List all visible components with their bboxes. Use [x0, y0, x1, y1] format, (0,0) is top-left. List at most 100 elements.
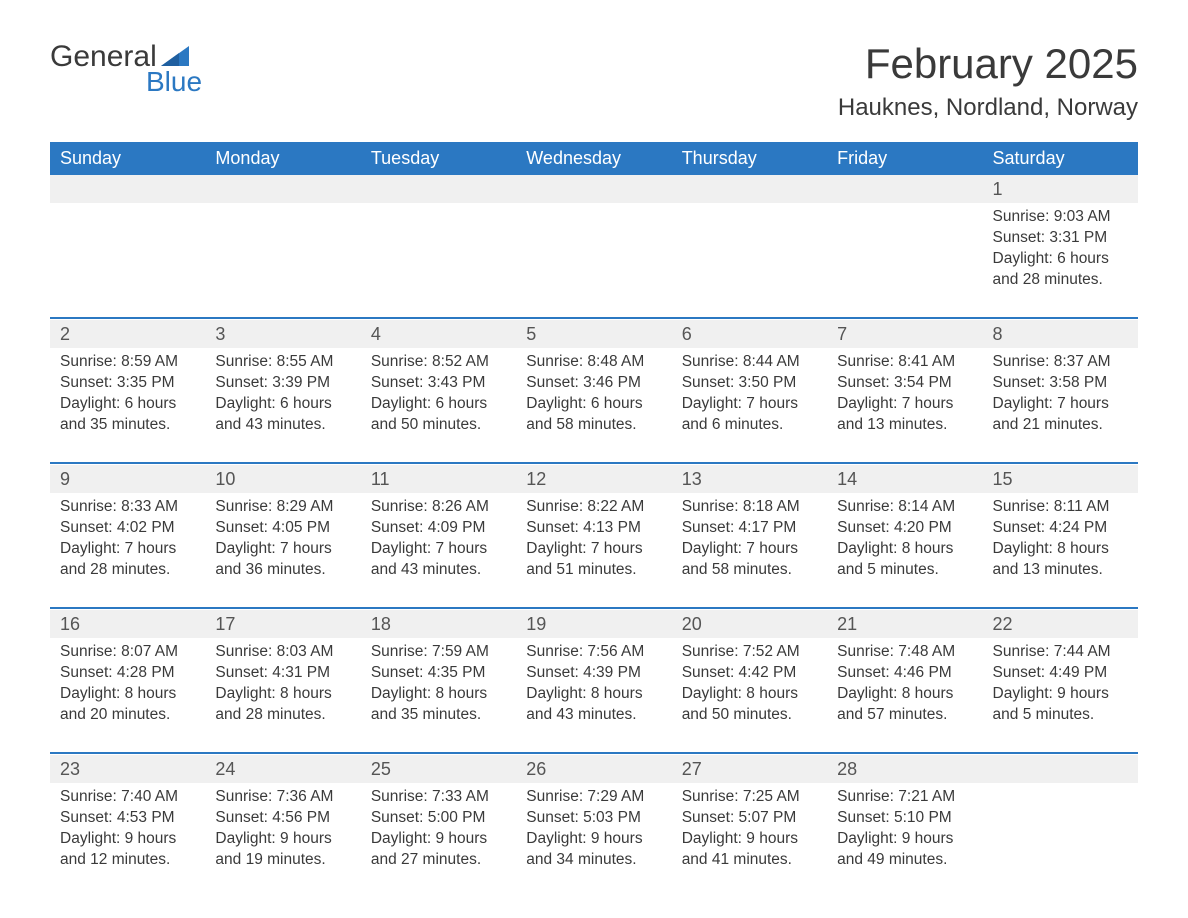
sunrise-line: Sunrise: 8:29 AM: [215, 497, 350, 518]
day-cell: Sunrise: 7:21 AMSunset: 5:10 PMDaylight:…: [827, 783, 982, 897]
sunrise-line: Sunrise: 7:59 AM: [371, 642, 506, 663]
day-cell: Sunrise: 7:33 AMSunset: 5:00 PMDaylight:…: [361, 783, 516, 897]
day-header: Sunday: [50, 142, 205, 175]
calendar-body: 1 Sunrise: 9:03 AMSunset: 3:31 PMDayligh…: [50, 175, 1138, 897]
day-number: 17: [205, 610, 360, 638]
day-number: 20: [672, 610, 827, 638]
sunrise-line: Sunrise: 8:33 AM: [60, 497, 195, 518]
sunrise-line: Sunrise: 8:11 AM: [993, 497, 1128, 518]
daylight-line: Daylight: 9 hours and 5 minutes.: [993, 684, 1128, 726]
sunset-line: Sunset: 4:35 PM: [371, 663, 506, 684]
day-cell: Sunrise: 7:36 AMSunset: 4:56 PMDaylight:…: [205, 783, 360, 897]
day-cell: Sunrise: 8:52 AMSunset: 3:43 PMDaylight:…: [361, 348, 516, 463]
day-number: 28: [827, 755, 982, 783]
day-detail-row: Sunrise: 8:33 AMSunset: 4:02 PMDaylight:…: [50, 493, 1138, 608]
sunset-line: Sunset: 3:39 PM: [215, 373, 350, 394]
day-number: 24: [205, 755, 360, 783]
day-number: 7: [827, 320, 982, 348]
sunset-line: Sunset: 3:46 PM: [526, 373, 661, 394]
day-header: Saturday: [983, 142, 1138, 175]
sunset-line: Sunset: 4:17 PM: [682, 518, 817, 539]
sunset-line: Sunset: 4:46 PM: [837, 663, 972, 684]
day-number: 13: [672, 465, 827, 493]
location: Hauknes, Nordland, Norway: [838, 94, 1138, 122]
day-cell: Sunrise: 7:52 AMSunset: 4:42 PMDaylight:…: [672, 638, 827, 753]
sunset-line: Sunset: 3:50 PM: [682, 373, 817, 394]
day-number-empty: [50, 175, 205, 203]
day-number: 14: [827, 465, 982, 493]
day-cell-empty: [827, 203, 982, 318]
sunrise-line: Sunrise: 8:07 AM: [60, 642, 195, 663]
sunrise-line: Sunrise: 7:33 AM: [371, 787, 506, 808]
day-header: Tuesday: [361, 142, 516, 175]
day-number: 5: [516, 320, 671, 348]
day-cell-empty: [361, 203, 516, 318]
day-cell: Sunrise: 8:22 AMSunset: 4:13 PMDaylight:…: [516, 493, 671, 608]
day-cell: Sunrise: 8:48 AMSunset: 3:46 PMDaylight:…: [516, 348, 671, 463]
daylight-line: Daylight: 9 hours and 27 minutes.: [371, 829, 506, 871]
day-number-empty: [205, 175, 360, 203]
daylight-line: Daylight: 7 hours and 21 minutes.: [993, 394, 1128, 436]
daylight-line: Daylight: 8 hours and 57 minutes.: [837, 684, 972, 726]
daylight-line: Daylight: 9 hours and 49 minutes.: [837, 829, 972, 871]
logo-flag-icon: [161, 46, 189, 66]
sunrise-line: Sunrise: 8:37 AM: [993, 352, 1128, 373]
day-cell: Sunrise: 8:11 AMSunset: 4:24 PMDaylight:…: [983, 493, 1138, 608]
daylight-line: Daylight: 6 hours and 50 minutes.: [371, 394, 506, 436]
sunset-line: Sunset: 5:03 PM: [526, 808, 661, 829]
day-cell: Sunrise: 8:33 AMSunset: 4:02 PMDaylight:…: [50, 493, 205, 608]
day-number-empty: [827, 175, 982, 203]
day-header: Friday: [827, 142, 982, 175]
daylight-line: Daylight: 8 hours and 28 minutes.: [215, 684, 350, 726]
daylight-line: Daylight: 6 hours and 28 minutes.: [993, 249, 1128, 291]
daylight-line: Daylight: 7 hours and 36 minutes.: [215, 539, 350, 581]
daylight-line: Daylight: 8 hours and 43 minutes.: [526, 684, 661, 726]
day-cell-empty: [50, 203, 205, 318]
day-cell: Sunrise: 7:40 AMSunset: 4:53 PMDaylight:…: [50, 783, 205, 897]
sunrise-line: Sunrise: 7:29 AM: [526, 787, 661, 808]
sunset-line: Sunset: 5:00 PM: [371, 808, 506, 829]
sunset-line: Sunset: 3:35 PM: [60, 373, 195, 394]
day-header: Thursday: [672, 142, 827, 175]
sunrise-line: Sunrise: 7:21 AM: [837, 787, 972, 808]
title-block: February 2025 Hauknes, Nordland, Norway: [838, 40, 1138, 122]
sunset-line: Sunset: 4:28 PM: [60, 663, 195, 684]
sunrise-line: Sunrise: 8:26 AM: [371, 497, 506, 518]
day-cell-empty: [672, 203, 827, 318]
day-detail-row: Sunrise: 7:40 AMSunset: 4:53 PMDaylight:…: [50, 783, 1138, 897]
daylight-line: Daylight: 6 hours and 58 minutes.: [526, 394, 661, 436]
day-cell: Sunrise: 8:44 AMSunset: 3:50 PMDaylight:…: [672, 348, 827, 463]
day-number: 16: [50, 610, 205, 638]
sunset-line: Sunset: 5:07 PM: [682, 808, 817, 829]
sunrise-line: Sunrise: 8:44 AM: [682, 352, 817, 373]
day-detail-row: Sunrise: 9:03 AMSunset: 3:31 PMDaylight:…: [50, 203, 1138, 318]
day-header: Monday: [205, 142, 360, 175]
sunset-line: Sunset: 5:10 PM: [837, 808, 972, 829]
sunrise-line: Sunrise: 8:14 AM: [837, 497, 972, 518]
sunrise-line: Sunrise: 9:03 AM: [993, 207, 1128, 228]
day-number-row: 232425262728: [50, 755, 1138, 783]
day-cell: Sunrise: 8:29 AMSunset: 4:05 PMDaylight:…: [205, 493, 360, 608]
daylight-line: Daylight: 6 hours and 35 minutes.: [60, 394, 195, 436]
daylight-line: Daylight: 8 hours and 5 minutes.: [837, 539, 972, 581]
day-cell: Sunrise: 8:26 AMSunset: 4:09 PMDaylight:…: [361, 493, 516, 608]
day-number: 15: [983, 465, 1138, 493]
header: General Blue February 2025 Hauknes, Nord…: [50, 40, 1138, 122]
sunrise-line: Sunrise: 7:48 AM: [837, 642, 972, 663]
sunset-line: Sunset: 3:31 PM: [993, 228, 1128, 249]
daylight-line: Daylight: 7 hours and 51 minutes.: [526, 539, 661, 581]
day-number-empty: [516, 175, 671, 203]
day-cell: Sunrise: 7:56 AMSunset: 4:39 PMDaylight:…: [516, 638, 671, 753]
sunrise-line: Sunrise: 8:48 AM: [526, 352, 661, 373]
day-number-row: 2345678: [50, 320, 1138, 348]
sunset-line: Sunset: 3:58 PM: [993, 373, 1128, 394]
day-cell: Sunrise: 7:48 AMSunset: 4:46 PMDaylight:…: [827, 638, 982, 753]
daylight-line: Daylight: 8 hours and 50 minutes.: [682, 684, 817, 726]
daylight-line: Daylight: 7 hours and 28 minutes.: [60, 539, 195, 581]
daylight-line: Daylight: 7 hours and 13 minutes.: [837, 394, 972, 436]
day-number: 22: [983, 610, 1138, 638]
day-cell: Sunrise: 8:41 AMSunset: 3:54 PMDaylight:…: [827, 348, 982, 463]
day-cell-empty: [516, 203, 671, 318]
day-number: 3: [205, 320, 360, 348]
daylight-line: Daylight: 9 hours and 12 minutes.: [60, 829, 195, 871]
